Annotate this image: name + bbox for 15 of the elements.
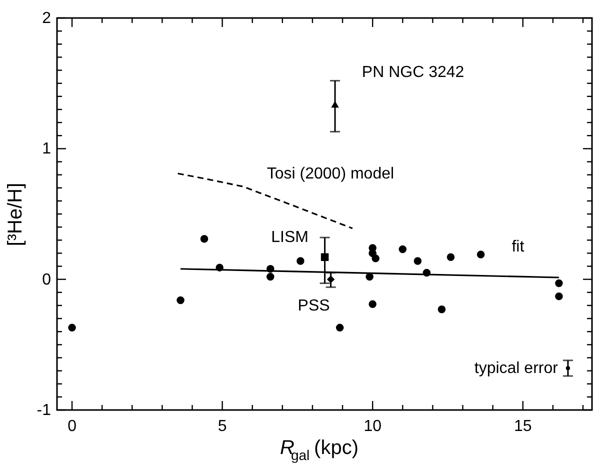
y-tick-label: 2 (42, 10, 52, 27)
y-tick-label: 1 (42, 140, 52, 158)
legend-label: typical error (474, 360, 559, 378)
x-tick-label: 10 (364, 418, 382, 435)
x-tick-label: 0 (68, 418, 77, 435)
series-label: Tosi (2000) model (266, 165, 394, 182)
x-tick-label: 5 (218, 418, 227, 435)
series-label: LISM (271, 229, 308, 246)
y-tick-label: -1 (36, 402, 52, 419)
y-tick-label: 0 (42, 271, 52, 288)
series-label: fit (512, 238, 525, 256)
text: PN NGC 3242 (362, 64, 464, 82)
x-tick-label: 15 (514, 418, 532, 435)
series-label: PSS (298, 297, 330, 314)
y-axis-title: [³He/H] (4, 182, 26, 246)
